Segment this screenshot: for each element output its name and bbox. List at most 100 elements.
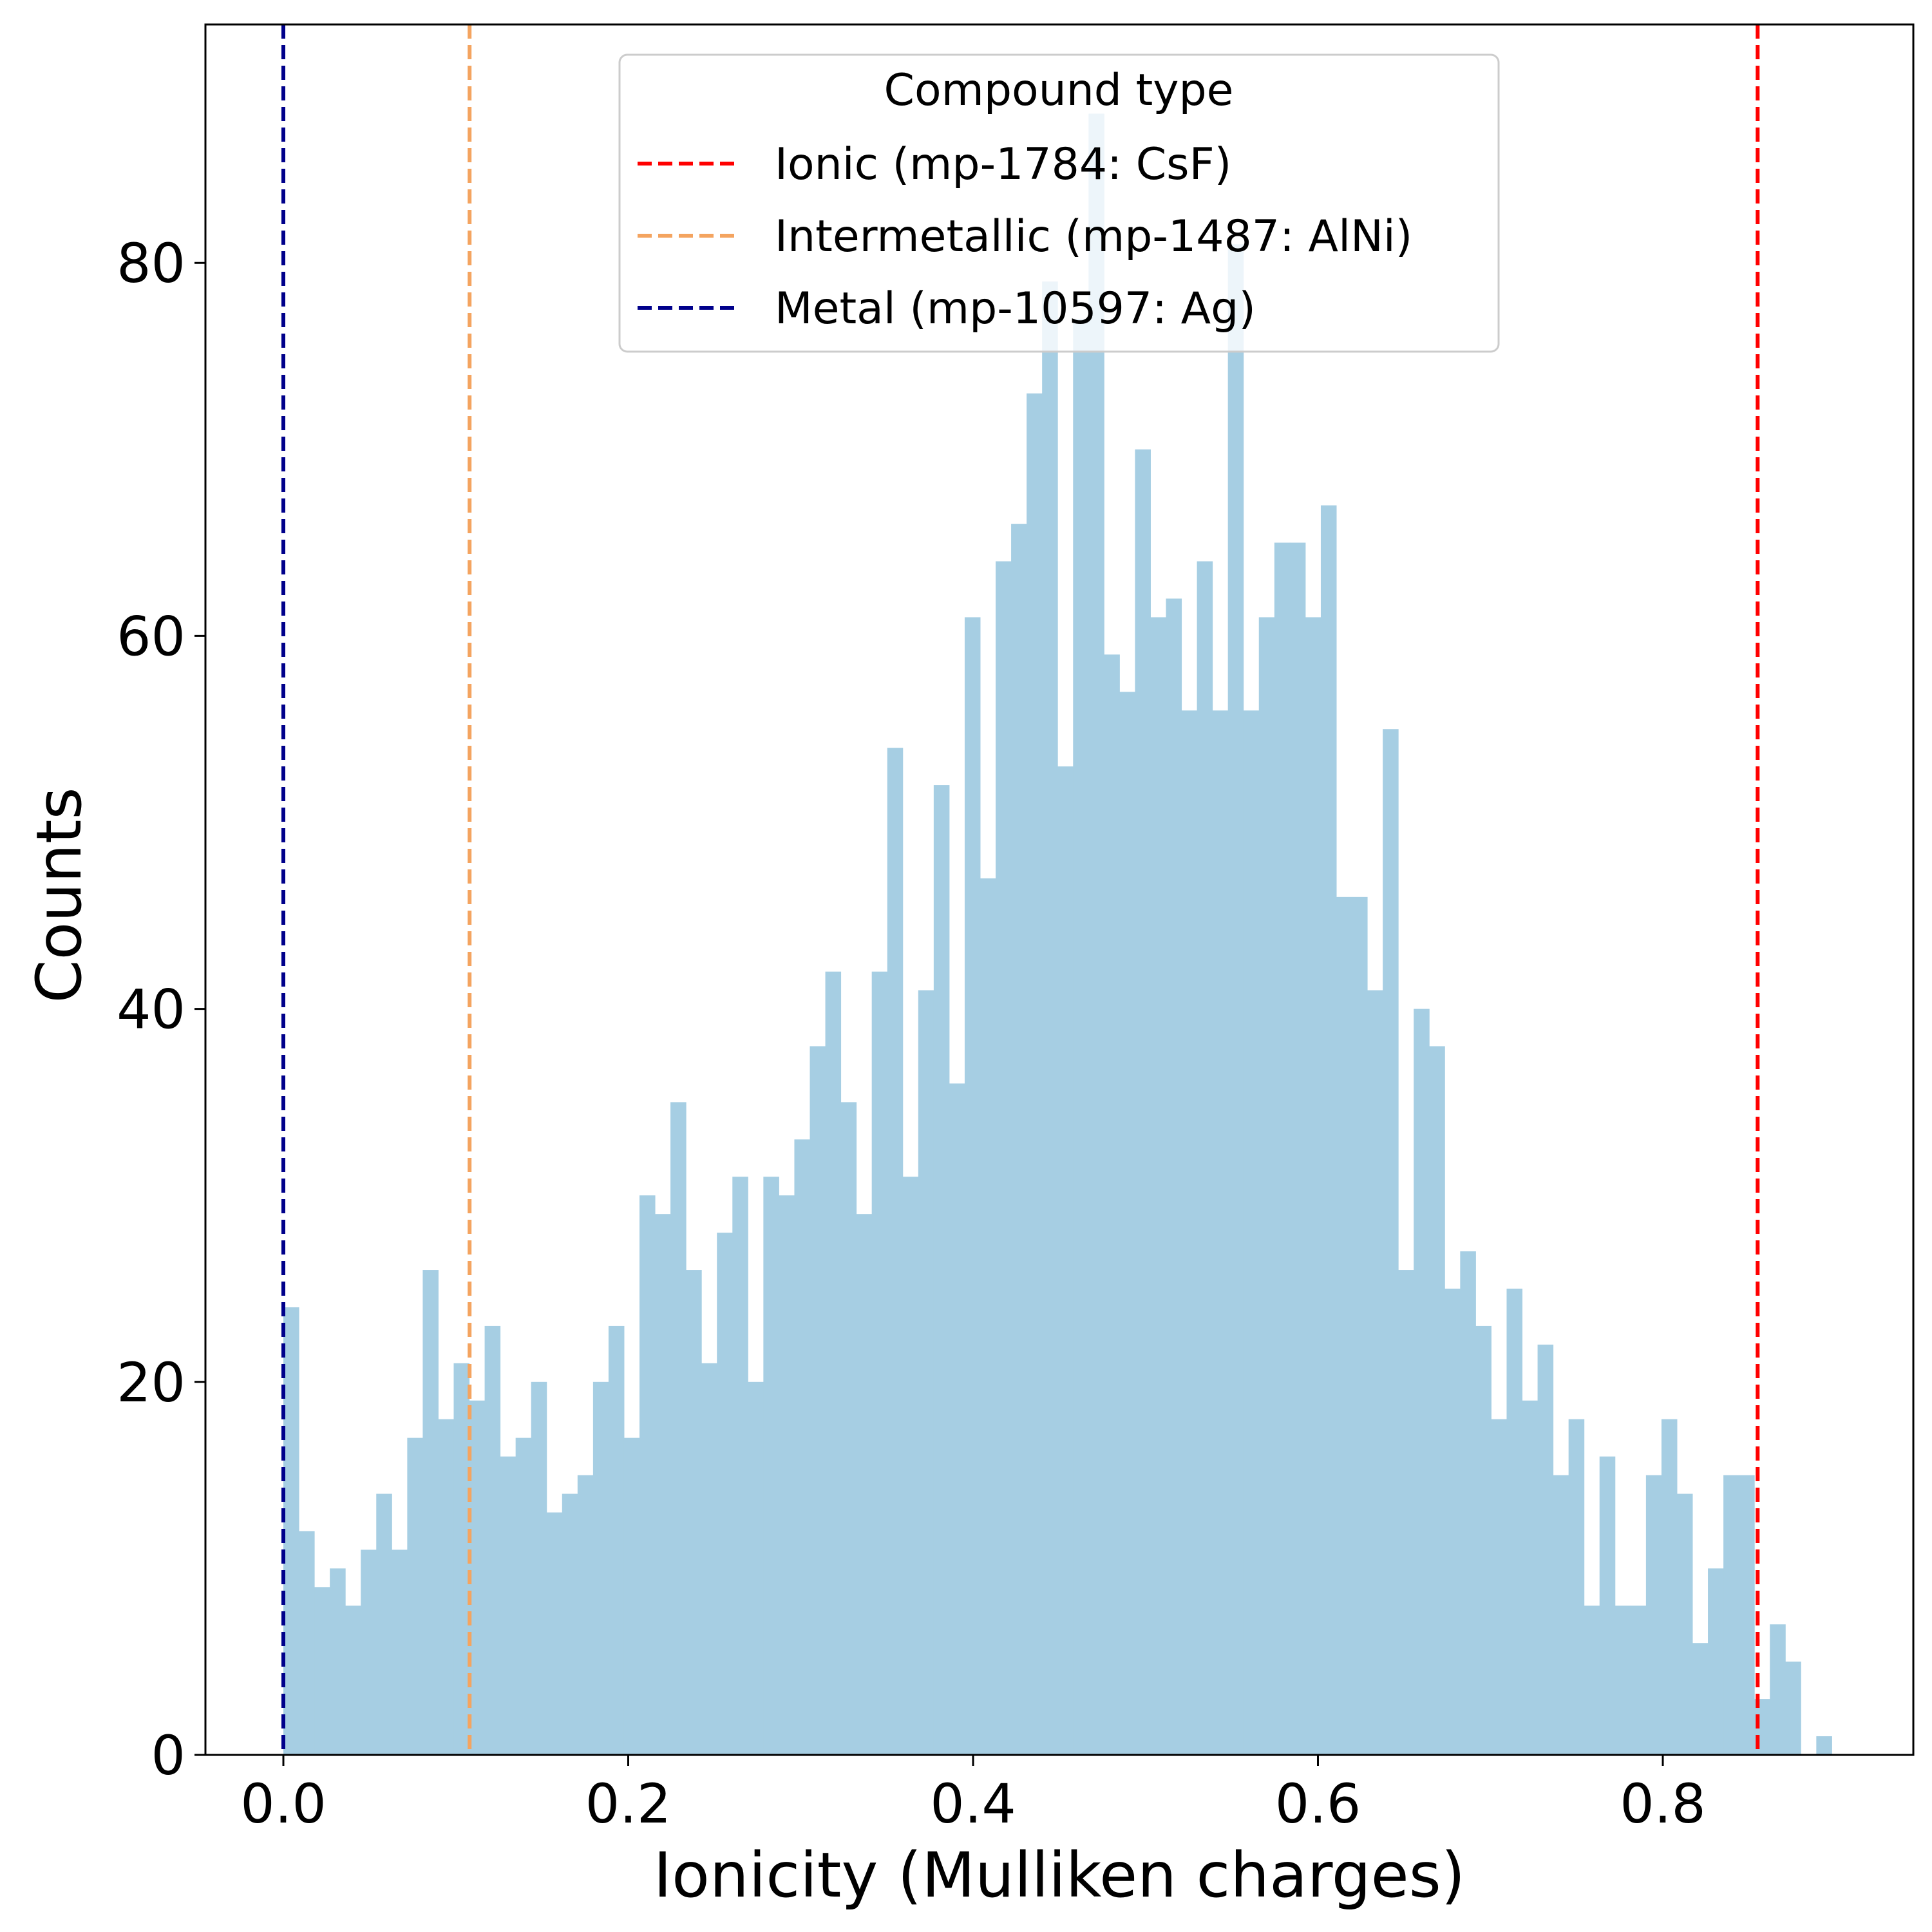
legend-box [618, 53, 1500, 353]
histogram-bar [1135, 449, 1151, 1755]
histogram-bar [1770, 1624, 1786, 1755]
legend-entry-label: Intermetallic (mp-1487: AlNi) [775, 211, 1412, 262]
y-tick-label: 80 [117, 232, 185, 295]
histogram-bar [1645, 1475, 1662, 1755]
histogram-bar [484, 1325, 501, 1755]
histogram-bar [1057, 766, 1074, 1755]
histogram-bar [748, 1381, 764, 1755]
histogram-bar [1444, 1289, 1461, 1755]
histogram-bar [964, 617, 981, 1756]
histogram-bar [283, 1307, 299, 1755]
histogram-bar [1042, 281, 1058, 1756]
histogram-bar [1785, 1662, 1801, 1755]
histogram-bar [1723, 1475, 1739, 1755]
histogram-bar [1398, 1270, 1414, 1755]
legend-entry-label: Ionic (mp-1784: CsF) [775, 139, 1231, 190]
histogram-bar [1692, 1643, 1709, 1755]
y-tick-label: 40 [117, 978, 185, 1041]
histogram-bar [1506, 1289, 1523, 1755]
histogram-bar [1739, 1475, 1755, 1755]
histogram-bar [422, 1270, 439, 1755]
histogram-bar [1073, 319, 1089, 1755]
histogram-bar [500, 1456, 516, 1755]
histogram-bar [438, 1419, 454, 1755]
y-tick-label: 0 [151, 1724, 185, 1787]
histogram-bar [732, 1177, 748, 1755]
bars [283, 113, 1832, 1756]
x-axis-label: Ionicity (Mulliken charges) [654, 1839, 1465, 1911]
histogram-bar [1243, 710, 1260, 1755]
histogram-bar [299, 1531, 315, 1755]
x-axis-ticks: 0.0 0.2 0.4 0.6 0.8 [240, 1755, 1706, 1835]
histogram-bar [1274, 542, 1291, 1755]
histogram-bar [330, 1568, 346, 1755]
histogram-bar [1352, 896, 1368, 1755]
histogram-bar [314, 1587, 330, 1755]
histogram-bar [825, 971, 842, 1755]
histogram-bar [1460, 1251, 1476, 1755]
histogram-bar [1166, 598, 1182, 1755]
histogram-bar [515, 1437, 532, 1755]
histogram-bar [717, 1233, 733, 1755]
histogram-bar [779, 1195, 795, 1755]
legend-entry-label: Metal (mp-10597: Ag) [775, 283, 1256, 334]
histogram-bar [996, 561, 1012, 1755]
histogram-bar [1088, 113, 1104, 1755]
histogram-bar [577, 1475, 594, 1755]
x-tick-label: 0.4 [930, 1772, 1016, 1835]
histogram-bar [933, 785, 950, 1755]
histogram-bar [655, 1214, 671, 1755]
histogram-bar [1568, 1419, 1585, 1755]
histogram-bar [686, 1270, 702, 1755]
histogram-bar [1615, 1605, 1631, 1755]
histogram-bar [856, 1214, 873, 1755]
plot-frame [204, 23, 1915, 1756]
histogram-bar [361, 1549, 377, 1755]
histogram-bar [1708, 1568, 1724, 1755]
histogram-bar [469, 1400, 486, 1755]
histogram-bar [1197, 561, 1213, 1755]
histogram-bar [1414, 1009, 1430, 1755]
histogram-bar [1027, 393, 1043, 1756]
histogram-bar [810, 1046, 826, 1755]
histogram-bar [1104, 654, 1120, 1755]
histogram-bar [1429, 1046, 1445, 1755]
legend-title: Compound type [884, 65, 1234, 116]
histogram-bar [1305, 617, 1321, 1756]
histogram-bar [1491, 1419, 1507, 1755]
histogram-bar [392, 1549, 408, 1755]
histogram-bar [887, 748, 904, 1755]
x-tick-label: 0.6 [1275, 1772, 1361, 1835]
histogram-bar [407, 1437, 423, 1755]
x-tick-label: 0.8 [1620, 1772, 1706, 1835]
histogram-bar [1475, 1325, 1492, 1755]
histogram-bar [376, 1493, 392, 1755]
histogram-bar [1661, 1419, 1678, 1755]
y-tick-label: 60 [117, 605, 185, 668]
histogram-bar [1630, 1605, 1647, 1755]
histogram-bar [546, 1512, 563, 1755]
x-tick-label: 0.0 [240, 1772, 327, 1835]
histogram-bar [345, 1605, 361, 1755]
histogram-bar [1289, 542, 1306, 1755]
histogram-bar [1336, 896, 1352, 1755]
histogram-bar [562, 1493, 578, 1755]
histogram-bar [1227, 244, 1244, 1755]
histogram-bar [1383, 729, 1399, 1755]
histogram-bar [639, 1195, 656, 1755]
y-tick-label: 20 [117, 1351, 185, 1414]
histogram-bar [949, 1083, 965, 1755]
histogram-bar [840, 1102, 857, 1755]
histogram-bar [1320, 505, 1337, 1756]
histogram-bar [980, 878, 996, 1755]
histogram-bar [871, 971, 888, 1755]
histogram-bar [1537, 1344, 1554, 1755]
y-axis-ticks: 0 20 40 60 80 [117, 232, 205, 1787]
histogram-bar [623, 1437, 640, 1755]
y-axis-label: Counts [23, 787, 95, 1003]
histogram-bar [1011, 524, 1027, 1755]
histogram-bar [1816, 1736, 1832, 1755]
histogram-bar [453, 1363, 470, 1755]
histogram-bar [763, 1177, 779, 1755]
